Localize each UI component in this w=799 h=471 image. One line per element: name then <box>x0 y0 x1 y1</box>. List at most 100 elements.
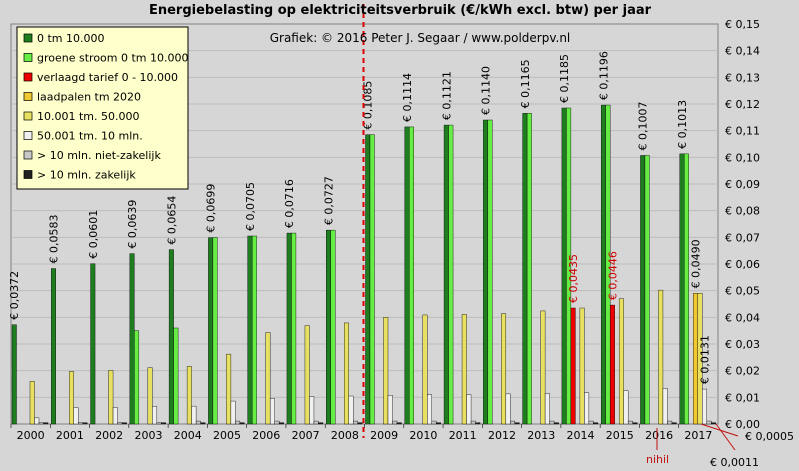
x-tick-label: 2016 <box>645 429 673 442</box>
bar-data-label: € 0,1114 <box>401 73 414 122</box>
bar <box>69 371 74 425</box>
legend: 0 tm 10.000 groene stroom 0 tm 10.000 verl… <box>16 26 189 190</box>
bar-data-label: € 0,0372 <box>8 271 21 320</box>
bar <box>121 422 127 425</box>
bar <box>640 155 646 425</box>
bar-data-label: € 0,1007 <box>637 101 650 150</box>
bar <box>212 237 218 425</box>
x-tick-label: 2012 <box>488 429 516 442</box>
y-tick-label: € 0,13 <box>725 71 760 84</box>
bar-data-label: € 0,0705 <box>244 182 257 231</box>
annotation-arrows <box>656 423 739 451</box>
bar-data-label: € 0,0639 <box>126 200 139 249</box>
legend-label: verlaagd tarief 0 - 10.000 <box>37 71 178 84</box>
bar <box>387 395 393 425</box>
bar <box>431 420 437 425</box>
bar <box>540 310 546 425</box>
legend-label: 10.001 tm. 50.000 <box>37 110 140 123</box>
bar-data-label: € 0,0699 <box>205 184 218 233</box>
bar <box>73 407 79 425</box>
bar <box>291 232 297 425</box>
bar <box>304 325 310 425</box>
bar <box>671 422 677 425</box>
bar <box>208 237 214 425</box>
bar-data-label: € 0,1121 <box>440 71 453 120</box>
bar <box>609 304 615 425</box>
bar <box>353 420 358 425</box>
bar <box>627 420 633 425</box>
bar <box>313 420 319 425</box>
y-tick-label: € 0,04 <box>725 311 760 324</box>
bar <box>239 422 245 425</box>
bar <box>286 232 292 425</box>
x-tick-label: 2005 <box>213 429 241 442</box>
x-tick-label: 2003 <box>134 429 162 442</box>
bar <box>309 396 315 425</box>
x-tick-label: 2000 <box>17 429 45 442</box>
bar <box>38 422 44 425</box>
bar <box>475 422 481 425</box>
bar-data-label: € 0,0131 <box>698 335 711 384</box>
bar <box>448 124 454 425</box>
chart-subtitle: Grafiek: © 2016 Peter J. Segaar / www.po… <box>270 31 571 45</box>
bar <box>427 394 432 425</box>
bar <box>483 119 489 425</box>
bar <box>579 307 585 425</box>
bar <box>623 390 629 425</box>
bar <box>544 393 550 425</box>
x-tick-label: 2008 <box>331 429 359 442</box>
bar <box>365 134 371 425</box>
legend-swatch <box>23 170 33 179</box>
bar <box>392 420 398 425</box>
bar <box>600 104 606 425</box>
legend-swatch <box>23 72 33 82</box>
y-tick-label: € 0,06 <box>725 258 760 271</box>
bar <box>112 407 118 425</box>
bar <box>667 420 673 425</box>
bar <box>330 229 336 425</box>
bar <box>251 235 257 425</box>
bar <box>549 420 555 425</box>
bar <box>226 353 232 425</box>
bar-data-label: € 0,1140 <box>480 66 493 115</box>
bar-labels: € 0,0372 € 0,0583 € 0,0601 € 0,0639 € 0,0654… <box>8 51 711 384</box>
bar <box>505 393 511 425</box>
x-tick-label: 2010 <box>409 429 437 442</box>
bar <box>706 420 712 425</box>
annotation-0005: € 0,0005 <box>745 430 794 443</box>
chart-title: Energiebelasting op elektriciteitsverbru… <box>149 3 652 18</box>
bar <box>161 422 167 425</box>
bar <box>396 422 402 425</box>
annotations: nihil € 0,0005 € 0,0011 <box>646 423 794 469</box>
bar <box>369 134 375 425</box>
bar <box>383 317 389 425</box>
arrow-0005 <box>700 423 739 437</box>
bar-data-label: € 0,0601 <box>87 210 100 259</box>
bar <box>588 420 594 425</box>
bar-data-label: € 0,0490 <box>689 239 702 288</box>
bar-data-label: € 0,0435 <box>567 254 580 303</box>
bar <box>684 153 689 425</box>
y-tick-label: € 0,08 <box>725 205 760 218</box>
bar-data-label: € 0,1165 <box>519 59 532 108</box>
bar <box>108 370 114 425</box>
bar <box>618 298 624 425</box>
x-tick-label: 2006 <box>252 429 280 442</box>
bar <box>200 422 206 425</box>
y-tick-label: € 0,05 <box>725 285 760 298</box>
bar <box>156 422 162 425</box>
bar <box>644 155 650 425</box>
y-tick-label: € 0,03 <box>725 338 760 351</box>
bar <box>134 330 140 425</box>
legend-swatch <box>23 131 33 140</box>
y-tick-label: € 0,00 <box>725 418 760 431</box>
bar <box>152 406 158 425</box>
bar <box>43 422 49 425</box>
x-axis-ticks: 2000 2001 2002 2003 2004 2005 2006 2007 2008 2009… <box>10 424 712 442</box>
bar <box>78 422 83 425</box>
bar <box>605 104 611 425</box>
bar <box>265 332 271 425</box>
legend-swatch <box>23 53 33 62</box>
bar <box>553 422 559 425</box>
